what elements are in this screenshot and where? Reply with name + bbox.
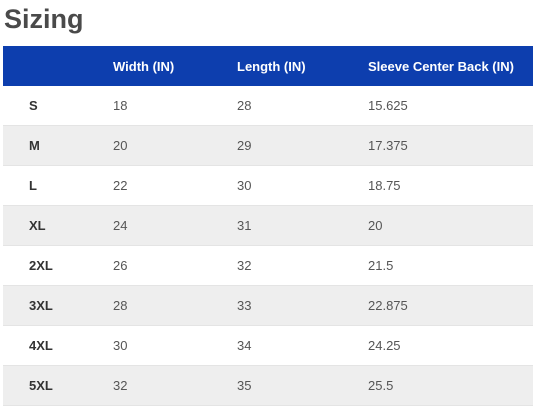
sleeve-cell: 24.25 (364, 325, 533, 366)
header-width: Width (IN) (109, 46, 233, 86)
table-row: M 20 29 17.375 (3, 125, 533, 166)
width-cell: 22 (109, 165, 233, 206)
length-cell: 34 (233, 325, 364, 366)
header-sleeve-center-back: Sleeve Center Back (IN) (364, 46, 533, 86)
table-row: 3XL 28 33 22.875 (3, 285, 533, 326)
sleeve-cell: 20 (364, 205, 533, 246)
sleeve-cell: 15.625 (364, 86, 533, 126)
table-header-row: Width (IN) Length (IN) Sleeve Center Bac… (3, 46, 533, 86)
table-row: L 22 30 18.75 (3, 165, 533, 206)
sizing-table: Width (IN) Length (IN) Sleeve Center Bac… (3, 46, 533, 406)
table-row: 5XL 32 35 25.5 (3, 365, 533, 406)
width-cell: 30 (109, 325, 233, 366)
size-cell: 4XL (3, 325, 109, 366)
table-row: XL 24 31 20 (3, 205, 533, 246)
length-cell: 30 (233, 165, 364, 206)
size-cell: 5XL (3, 365, 109, 406)
size-cell: XL (3, 205, 109, 246)
length-cell: 35 (233, 365, 364, 406)
sleeve-cell: 21.5 (364, 245, 533, 286)
length-cell: 33 (233, 285, 364, 326)
header-length: Length (IN) (233, 46, 364, 86)
size-cell: 3XL (3, 285, 109, 326)
width-cell: 26 (109, 245, 233, 286)
size-cell: M (3, 125, 109, 166)
length-cell: 31 (233, 205, 364, 246)
width-cell: 28 (109, 285, 233, 326)
width-cell: 24 (109, 205, 233, 246)
table-row: 4XL 30 34 24.25 (3, 325, 533, 366)
sleeve-cell: 22.875 (364, 285, 533, 326)
size-cell: L (3, 165, 109, 206)
header-size (3, 46, 109, 86)
length-cell: 32 (233, 245, 364, 286)
table-row: 2XL 26 32 21.5 (3, 245, 533, 286)
width-cell: 32 (109, 365, 233, 406)
width-cell: 20 (109, 125, 233, 166)
width-cell: 18 (109, 86, 233, 126)
size-cell: S (3, 86, 109, 126)
size-cell: 2XL (3, 245, 109, 286)
sleeve-cell: 17.375 (364, 125, 533, 166)
page-title: Sizing (4, 4, 84, 34)
sleeve-cell: 25.5 (364, 365, 533, 406)
length-cell: 29 (233, 125, 364, 166)
sleeve-cell: 18.75 (364, 165, 533, 206)
length-cell: 28 (233, 86, 364, 126)
table-row: S 18 28 15.625 (3, 86, 533, 126)
